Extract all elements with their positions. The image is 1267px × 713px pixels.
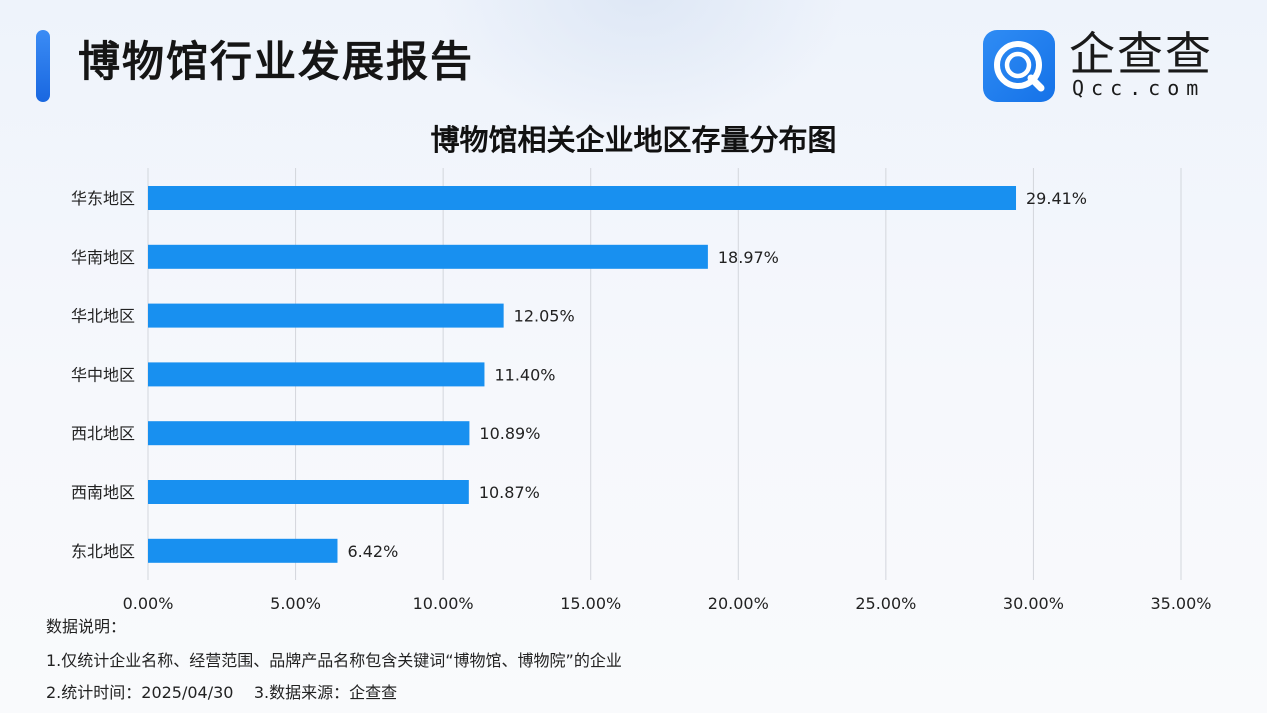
x-tick-label: 0.00%: [123, 594, 174, 613]
notes-line-2: 2.统计时间：2025/04/30 3.数据来源：企查查: [46, 683, 398, 702]
bar-value-label: 18.97%: [718, 248, 779, 267]
notes-line-1: 1.仅统计企业名称、经营范围、品牌产品名称包含关键词“博物馆、博物院”的企业: [46, 651, 622, 670]
x-tick-label: 10.00%: [413, 594, 474, 613]
bar: [148, 480, 469, 504]
chart-title: 博物馆相关企业地区存量分布图: [430, 123, 837, 157]
x-tick-label: 5.00%: [270, 594, 321, 613]
bar: [148, 244, 708, 269]
bar: [148, 362, 485, 387]
y-category-label: 华北地区: [71, 307, 135, 326]
bar: [148, 303, 504, 328]
notes-heading: 数据说明：: [46, 617, 127, 636]
bar-value-label: 29.41%: [1026, 189, 1087, 208]
bar: [148, 421, 470, 446]
bar-value-label: 12.05%: [514, 307, 575, 326]
bar-value-label: 6.42%: [347, 542, 398, 561]
y-category-label: 西南地区: [71, 483, 135, 502]
bar: [148, 538, 338, 563]
bar-value-label: 10.87%: [479, 483, 540, 502]
y-category-label: 华东地区: [71, 189, 135, 208]
bar-value-label: 11.40%: [494, 365, 555, 384]
bar: [148, 186, 1017, 210]
bar-value-label: 10.89%: [479, 424, 540, 443]
brand-domain: Qcc.com: [1072, 76, 1206, 100]
brand-name: 企查查: [1069, 27, 1213, 81]
x-tick-label: 20.00%: [708, 594, 769, 613]
title-accent-bar: [36, 30, 50, 102]
brand-logo: 企查查 Qcc.com: [983, 27, 1223, 104]
y-category-label: 西北地区: [71, 424, 135, 443]
y-category-label: 华中地区: [71, 365, 135, 384]
y-category-label: 东北地区: [71, 542, 135, 561]
page-title: 博物馆行业发展报告: [78, 37, 475, 86]
x-tick-label: 35.00%: [1150, 594, 1211, 613]
y-category-label: 华南地区: [71, 248, 135, 267]
x-tick-label: 15.00%: [560, 594, 621, 613]
x-tick-label: 30.00%: [1003, 594, 1064, 613]
qcc-logo-icon: [983, 30, 1055, 102]
x-tick-label: 25.00%: [855, 594, 916, 613]
